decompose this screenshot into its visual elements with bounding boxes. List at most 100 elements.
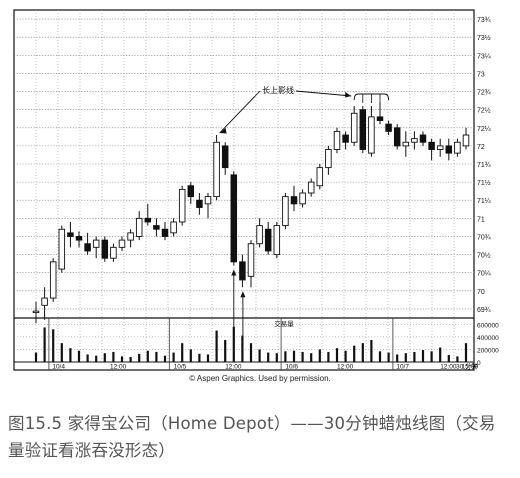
volume-bar [60, 343, 63, 362]
candle-bullish [204, 196, 212, 205]
candle-bullish [135, 217, 143, 237]
x-tick-label: 12:00 [225, 364, 242, 371]
candle-bearish [445, 145, 453, 154]
volume-bar [206, 354, 210, 362]
candle-bearish [153, 225, 160, 230]
y-tick-label: 70¼ [477, 271, 491, 278]
volume-bar [129, 356, 132, 362]
volume-bar [69, 348, 72, 362]
volume-bar [241, 335, 244, 362]
candle-bullish [127, 232, 134, 241]
x-tick-label: 12:00 [110, 364, 127, 371]
y-tick-label: 73¾ [477, 17, 491, 24]
candle-bullish [299, 192, 306, 205]
volume-bar [120, 356, 124, 362]
volume-bar [146, 350, 149, 362]
volume-bar [327, 351, 330, 362]
candle-bearish [101, 239, 109, 259]
candle-bearish [239, 261, 246, 281]
volume-bar [198, 353, 201, 362]
volume-bar [447, 355, 450, 362]
candle-bullish [436, 145, 444, 150]
annotation-arrow [295, 90, 352, 97]
volume-bar [189, 349, 192, 362]
x-tick-label: 12:00 [440, 364, 457, 371]
y-tick-label: 71¼ [477, 198, 491, 205]
candle-bearish [264, 228, 272, 252]
candle-bullish [41, 297, 48, 306]
volume-bar [335, 348, 339, 362]
candle-bullish [368, 116, 375, 154]
candle-bullish [256, 225, 263, 245]
candle-bearish [161, 228, 169, 237]
y-tick-label: 70½ [477, 252, 491, 260]
x-tick-label: 10/7 [396, 364, 409, 371]
candle-bearish [230, 174, 238, 263]
volume-bar [421, 350, 425, 362]
candle-bearish [221, 145, 229, 169]
figure-caption: 图15.5 家得宝公司（Home Depot）——30分钟蜡烛线图（交易量验证看… [8, 414, 496, 460]
volume-tick-label: 200000 [477, 347, 499, 354]
volume-arrowhead [240, 291, 246, 298]
volume-bar [77, 350, 81, 362]
candlestick-chart: 73¾ 73½ 73¼ 73 72¾ 72½ 72¼ 72 71¾ 71½ 71¼ 71 70¾ 70½ 7… [13, 9, 499, 371]
volume-bar [43, 327, 46, 362]
volume-bar [413, 351, 416, 362]
volume-bar [95, 355, 98, 362]
volume-bar [430, 351, 433, 362]
volume-bar [172, 352, 175, 362]
volume-bar [284, 351, 287, 362]
candle-bullish [213, 141, 220, 198]
x-unit-label: 30 分钟 [456, 362, 479, 371]
annotation-label: 长上影线 [262, 85, 294, 95]
volume-bar [439, 347, 442, 362]
candle-bullish [170, 221, 177, 234]
image-credit: © Aspen Graphics. Used by permission. [189, 374, 331, 383]
y-tick-label: 70 [477, 289, 485, 296]
volume-bar [112, 351, 115, 362]
candle-bearish [187, 185, 195, 198]
volume-bar [301, 351, 304, 362]
volume-bar [155, 351, 158, 362]
candle-bullish [462, 134, 470, 147]
candle-bearish [342, 134, 349, 143]
volume-bar [163, 355, 167, 362]
volume-bar [249, 343, 253, 362]
y-tick-label: 69¾ [477, 307, 491, 314]
candle-bullish [402, 141, 410, 147]
annotation-arrow [219, 90, 261, 134]
candle-bullish [247, 243, 255, 277]
y-tick-label: 71¾ [477, 162, 491, 169]
candle-bullish [454, 141, 461, 154]
candle-bullish [325, 149, 332, 169]
volume-bar [181, 343, 184, 362]
candle-bearish [67, 232, 74, 237]
y-tick-label: 73 [477, 71, 485, 78]
candle-bullish [350, 112, 358, 143]
annotation-arrowhead [219, 128, 227, 134]
volume-tick-label: 0 [477, 360, 481, 367]
candle-bullish [58, 228, 66, 270]
candle-bearish [419, 134, 427, 143]
volume-bar [378, 351, 382, 362]
volume-bar [215, 330, 218, 362]
volume-arrowhead [231, 269, 237, 276]
volume-bar [310, 353, 313, 362]
volume-bar [224, 340, 227, 362]
volume-bar [387, 352, 390, 362]
y-tick-label: 72¾ [477, 90, 491, 97]
volume-bar [86, 354, 89, 362]
candle-bearish [428, 141, 435, 150]
x-tick-label: 10/6 [285, 364, 298, 371]
volume-bar [52, 329, 55, 362]
volume-bar [138, 353, 141, 362]
volume-bar [361, 343, 364, 362]
candle-bullish [110, 246, 117, 259]
volume-tick-label: 400000 [477, 335, 499, 342]
candle-bearish [393, 127, 401, 147]
volume-bar [456, 356, 459, 362]
candle-bearish [376, 116, 384, 121]
chart-frame [13, 9, 475, 371]
x-tick-label: 15:00 [462, 364, 479, 371]
candle-bullish [333, 130, 341, 150]
